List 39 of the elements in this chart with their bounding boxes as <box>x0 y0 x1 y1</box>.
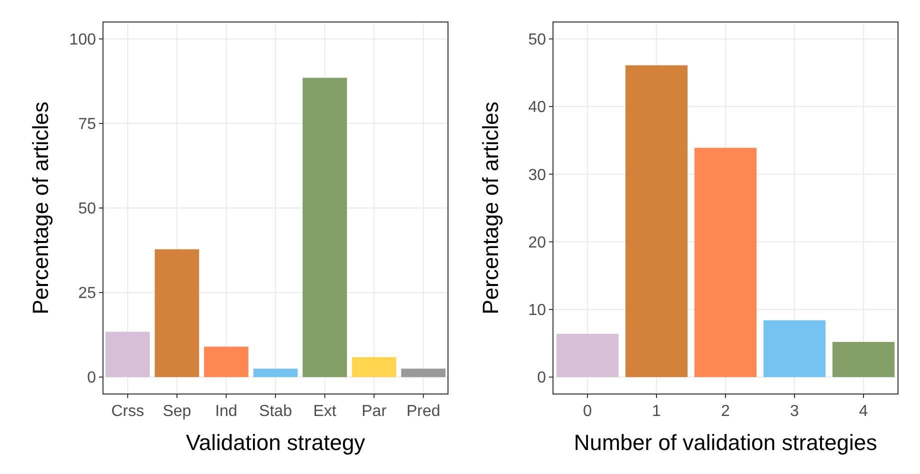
bar <box>204 346 248 378</box>
x-tick-label: Ext <box>313 403 337 420</box>
y-tick-label: 75 <box>78 116 96 134</box>
x-tick-label: 4 <box>859 403 868 420</box>
y-tick-label: 50 <box>78 200 96 218</box>
x-tick-label: 1 <box>652 403 662 420</box>
y-tick-label: 10 <box>528 302 546 320</box>
y-tick-label: 0 <box>537 370 546 387</box>
bar <box>154 249 200 378</box>
bar <box>105 332 150 378</box>
bar <box>302 78 347 378</box>
bar <box>401 368 446 378</box>
y-axis-title: Percentage of articles <box>28 102 53 314</box>
x-axis-title: Validation strategy <box>186 430 366 455</box>
x-tick-label: 3 <box>790 403 800 420</box>
bar <box>694 148 757 378</box>
x-tick-label: Ind <box>215 403 238 420</box>
x-tick-label: 2 <box>721 403 730 420</box>
y-tick-label: 25 <box>78 285 96 302</box>
x-axis-title: Number of validation strategies <box>574 430 878 455</box>
y-tick-label: 20 <box>528 234 546 252</box>
x-tick-label: Sep <box>162 403 192 420</box>
x-tick-label: Crss <box>111 403 144 420</box>
y-axis-title: Percentage of articles <box>478 102 503 314</box>
x-tick-label: 0 <box>583 403 592 420</box>
x-tick-label: Stab <box>259 403 292 420</box>
bar <box>832 342 895 378</box>
bar <box>763 320 826 378</box>
y-tick-label: 50 <box>528 32 546 49</box>
y-tick-label: 100 <box>69 32 96 49</box>
y-tick-label: 30 <box>528 166 546 184</box>
bar <box>625 65 688 378</box>
x-tick-label: Pred <box>406 403 440 420</box>
x-tick-label: Par <box>362 403 388 420</box>
y-tick-label: 40 <box>528 99 546 116</box>
bar <box>253 368 298 378</box>
bar <box>556 334 619 378</box>
y-tick-label: 0 <box>87 370 96 387</box>
bar <box>352 357 396 378</box>
